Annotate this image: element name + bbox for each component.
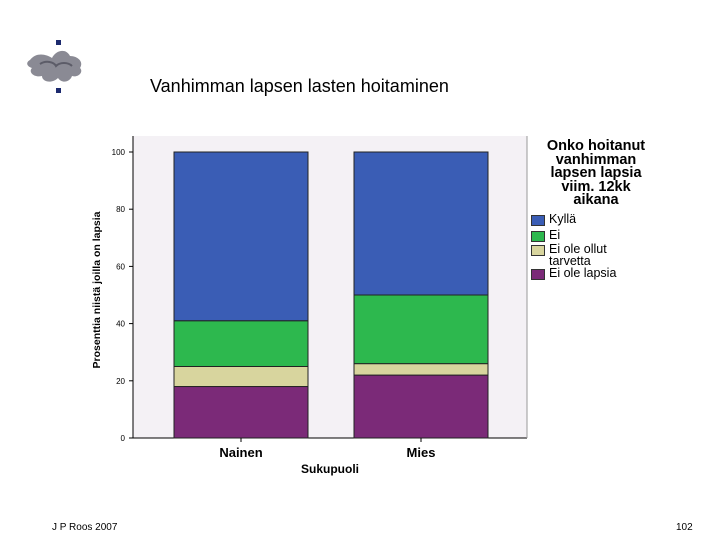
x-tick-label: Nainen — [219, 445, 262, 460]
legend-item-ei-ole-lapsia: Ei ole lapsia — [531, 266, 649, 280]
legend-title-line: Onko hoitanut — [546, 138, 646, 154]
y-tick-label: 100 — [112, 148, 126, 157]
legend-swatch — [531, 269, 545, 280]
bar-segment-ei-ole-ollut-tarvetta — [173, 366, 309, 388]
legend-swatch — [531, 245, 545, 256]
x-axis-label: Sukupuoli — [301, 462, 359, 476]
university-logo-icon — [27, 40, 82, 93]
bar-segment-ei-ole-lapsia — [353, 374, 489, 439]
legend-title-line: viim. 12kk — [561, 178, 631, 195]
legend-item-ei-ole-ollut-tarvetta: Ei ole ollut tarvetta — [531, 242, 649, 268]
bar-segment-ei-ole-ollut-tarvetta — [353, 363, 489, 376]
legend-swatch — [531, 215, 545, 226]
legend-title-line: lapsen lapsia — [550, 165, 642, 181]
bar-segment-ei — [353, 294, 489, 365]
legend-title-line: vanhimman — [555, 151, 637, 168]
slide-title: Vanhimman lapsen lasten hoitaminen — [150, 76, 449, 96]
footer-author: J P Roos 2007 — [52, 522, 118, 533]
legend-label: Ei ole ollut tarvetta — [549, 242, 607, 268]
page-number: 102 — [676, 522, 693, 533]
legend-label: Ei ole lapsia — [549, 266, 617, 280]
y-axis-label: Prosenttia niistä joilla on lapsia — [91, 211, 103, 369]
y-tick-label: 80 — [116, 205, 125, 214]
bar-segment-kyll- — [173, 151, 309, 322]
legend-label: Kyllä — [549, 212, 577, 226]
y-tick-label: 20 — [116, 377, 125, 386]
legend-label: Ei — [549, 228, 561, 242]
y-tick-label: 40 — [116, 320, 125, 329]
bar-segment-kyll- — [353, 151, 489, 296]
legend-title: Onko hoitanut vanhimman lapsen lapsia viim.… — [528, 138, 664, 208]
y-tick-label: 60 — [116, 262, 125, 271]
legend-swatch — [531, 231, 545, 242]
bar-segment-ei-ole-lapsia — [173, 386, 309, 439]
legend-title-line: aikana — [573, 192, 619, 208]
legend-item-kyll-: Kyllä — [531, 212, 649, 226]
legend-item-ei: Ei — [531, 228, 649, 242]
y-tick-label: 0 — [121, 434, 126, 443]
x-tick-label: Mies — [407, 445, 436, 460]
bar-segment-ei — [173, 320, 309, 367]
